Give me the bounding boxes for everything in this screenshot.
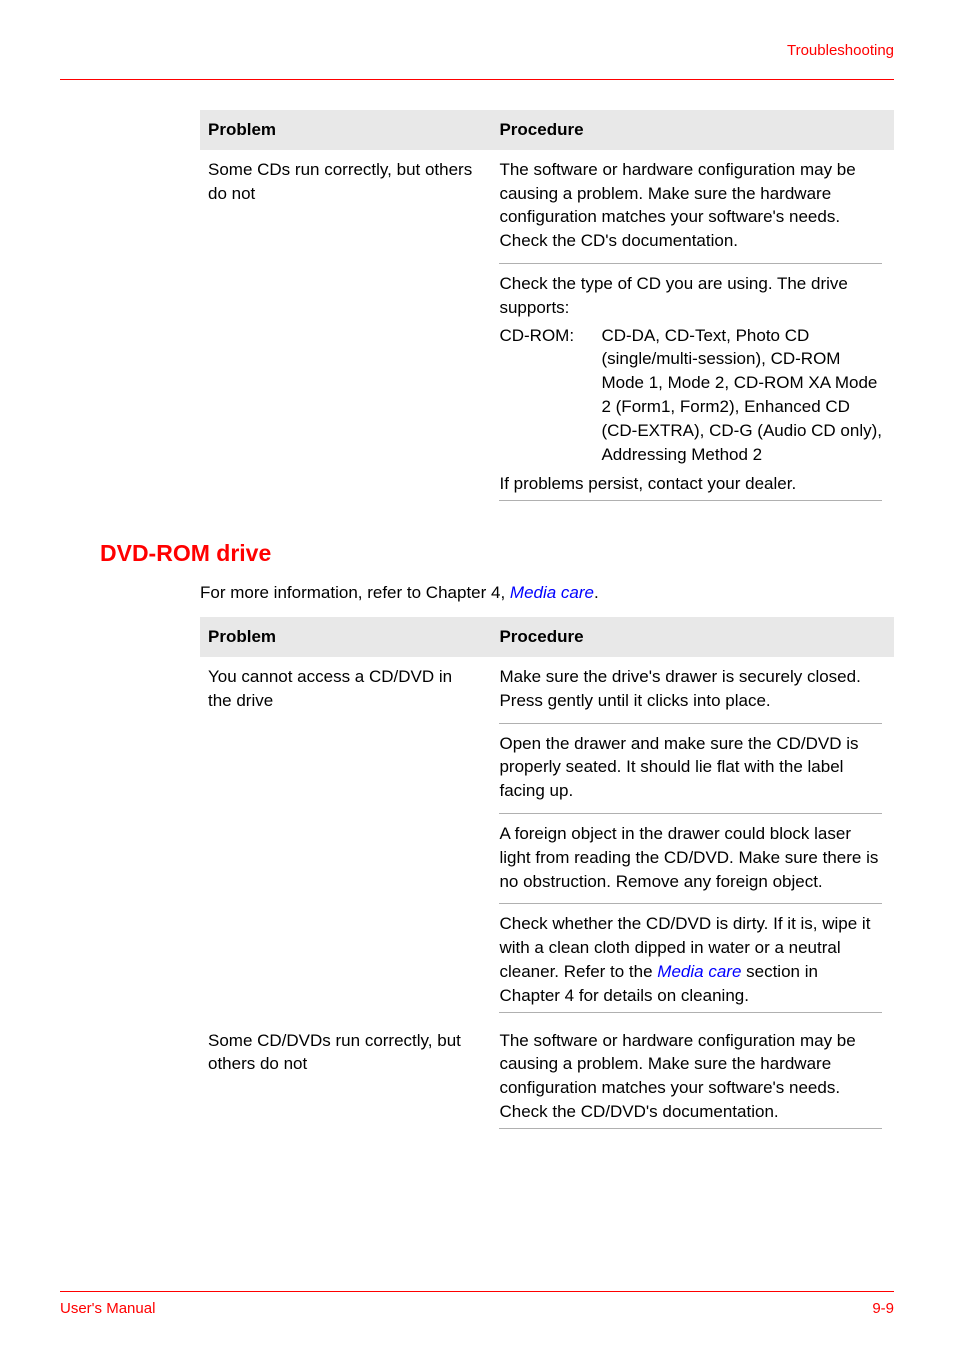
- t1-r1-cdrom-label: CD-ROM:: [499, 324, 591, 467]
- t1-r1-problem: Some CDs run correctly, but others do no…: [200, 150, 491, 509]
- table1: Problem Procedure Some CDs run correctly…: [200, 110, 894, 509]
- t1-head-procedure: Procedure: [491, 110, 894, 150]
- table-row: Some CDs run correctly, but others do no…: [200, 150, 894, 509]
- t1-r1-proc1: The software or hardware configuration m…: [499, 158, 882, 264]
- header-rule: [60, 79, 894, 80]
- table2: Problem Procedure You cannot access a CD…: [200, 617, 894, 1137]
- t2-r1-problem: You cannot access a CD/DVD in the drive: [200, 657, 491, 1021]
- footer-rule: [60, 1291, 894, 1292]
- t2-r1-p1: Make sure the drive's drawer is securely…: [499, 665, 882, 724]
- t1-r1-proc2: Check the type of CD you are using. The …: [499, 272, 882, 501]
- t1-head-problem: Problem: [200, 110, 491, 150]
- table2-block: Problem Procedure You cannot access a CD…: [200, 617, 894, 1137]
- t1-r1-proc2-intro: Check the type of CD you are using. The …: [499, 272, 882, 320]
- t2-head-problem: Problem: [200, 617, 491, 657]
- media-care-link[interactable]: Media care: [510, 583, 594, 602]
- t2-r1-p2: Open the drawer and make sure the CD/DVD…: [499, 732, 882, 814]
- t1-r1-proc3: If problems persist, contact your dealer…: [499, 472, 882, 496]
- t2-r2-procedure: The software or hardware configuration m…: [491, 1021, 894, 1137]
- intro-pre: For more information, refer to Chapter 4…: [200, 583, 510, 602]
- intro-post: .: [594, 583, 599, 602]
- dvdrom-intro: For more information, refer to Chapter 4…: [200, 581, 894, 605]
- t2-r1-p4: Check whether the CD/DVD is dirty. If it…: [499, 912, 882, 1012]
- t2-r1-p3: A foreign object in the drawer could blo…: [499, 822, 882, 904]
- media-care-link-2[interactable]: Media care: [657, 962, 741, 981]
- t1-r1-cdrom-text: CD-DA, CD-Text, Photo CD (single/multi-s…: [601, 324, 882, 467]
- table-row: You cannot access a CD/DVD in the drive …: [200, 657, 894, 1021]
- t2-head-procedure: Procedure: [491, 617, 894, 657]
- dvdrom-heading: DVD-ROM drive: [100, 537, 894, 569]
- t1-r1-procedure: The software or hardware configuration m…: [491, 150, 894, 509]
- t2-r2-problem: Some CD/DVDs run correctly, but others d…: [200, 1021, 491, 1137]
- t1-r1-cdrom-row: CD-ROM: CD-DA, CD-Text, Photo CD (single…: [499, 324, 882, 467]
- table-row: Some CD/DVDs run correctly, but others d…: [200, 1021, 894, 1137]
- t2-r2-p1: The software or hardware configuration m…: [499, 1029, 882, 1129]
- t2-r1-procedure: Make sure the drive's drawer is securely…: [491, 657, 894, 1021]
- table1-block: Problem Procedure Some CDs run correctly…: [200, 110, 894, 509]
- footer-left: User's Manual: [60, 1298, 155, 1319]
- header-section: Troubleshooting: [60, 40, 894, 61]
- footer-right: 9-9: [872, 1298, 894, 1319]
- footer: User's Manual 9-9: [60, 1291, 894, 1319]
